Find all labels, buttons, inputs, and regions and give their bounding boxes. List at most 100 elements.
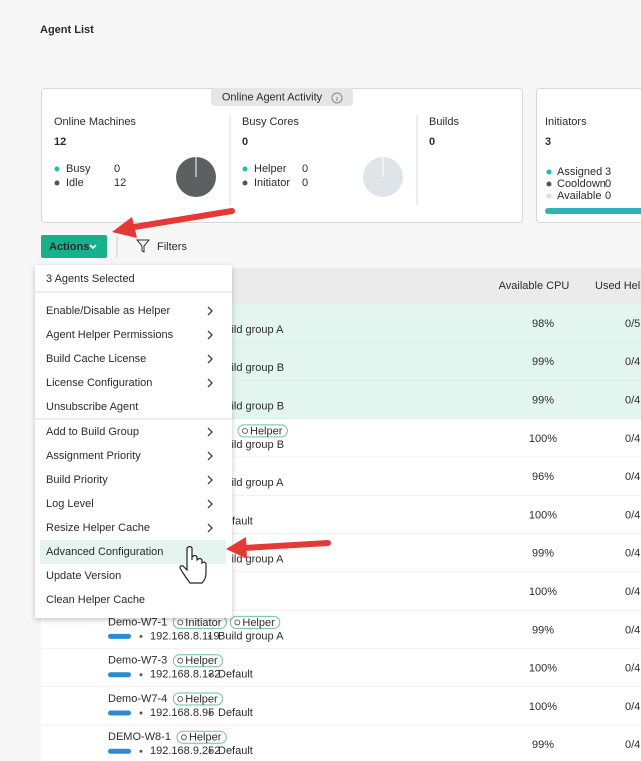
- menu-item[interactable]: Clean Helper Cache: [46, 594, 145, 606]
- used-helpers: 0/4: [625, 471, 640, 483]
- legend-value: 0: [114, 163, 120, 175]
- agent-name[interactable]: Demo-W7-1: [108, 616, 167, 628]
- legend-dot: [242, 180, 248, 186]
- status-pill: [108, 710, 131, 716]
- red-arrow-head: [226, 537, 247, 559]
- badge-outline: [172, 692, 224, 706]
- menu-item[interactable]: Assignment Priority: [46, 450, 141, 462]
- progress-bar: [545, 208, 641, 214]
- menu-item[interactable]: License Configuration: [46, 377, 152, 389]
- menu-item[interactable]: Build Cache License: [46, 353, 146, 365]
- annotations: [112, 208, 331, 584]
- table-row[interactable]: [41, 687, 641, 726]
- menu-item[interactable]: Unsubscribe Agent: [46, 401, 138, 413]
- badge-label: Helper: [185, 655, 218, 667]
- table-row[interactable]: [41, 725, 641, 761]
- used-helpers: 0/4: [625, 509, 640, 521]
- legend-label: Cooldown: [557, 178, 606, 190]
- used-helpers: 0/4: [625, 433, 640, 445]
- role-badge: Initiator: [172, 615, 227, 629]
- table-row[interactable]: [41, 648, 641, 687]
- build-group: Default: [218, 745, 253, 757]
- badge-label: Helper: [185, 693, 218, 705]
- initiators-card: [536, 88, 641, 223]
- section-title: Online Machines: [54, 116, 136, 128]
- menu-item[interactable]: Enable/Disable as Helper: [46, 305, 170, 317]
- submenu-chevron: [207, 475, 213, 485]
- cpu-value: 100%: [529, 663, 557, 675]
- activity-label: Online Agent Activity: [222, 91, 323, 103]
- role-badge: Helper: [172, 654, 224, 668]
- section-total: 0: [242, 136, 248, 148]
- build-group: Build group B: [218, 401, 284, 413]
- role-badge: Helper: [176, 730, 227, 744]
- section-total: 12: [54, 136, 66, 148]
- menu-item[interactable]: Build Priority: [46, 474, 108, 486]
- status-pill: [108, 633, 131, 639]
- menu-item[interactable]: Add to Build Group: [46, 426, 139, 438]
- column-header: Used Helpers: [595, 280, 641, 292]
- separator-dot: [139, 711, 143, 715]
- menu-item[interactable]: Advanced Configuration: [46, 546, 163, 558]
- agent-ip: 192.168.8.132: [150, 669, 220, 681]
- legend-label: Initiator: [254, 177, 290, 189]
- used-helpers: 0/4: [625, 395, 640, 407]
- cpu-value: 100%: [529, 701, 557, 713]
- legend-label: Helper: [254, 163, 287, 175]
- role-badge: Helper: [172, 692, 224, 706]
- menu-item[interactable]: Resize Helper Cache: [46, 522, 150, 534]
- column-header: Available CPU: [499, 280, 570, 292]
- agent-name[interactable]: DEMO-W8-1: [108, 731, 171, 743]
- cpu-value: 100%: [529, 586, 557, 598]
- legend-value: 0: [605, 190, 611, 202]
- badge-outline: [172, 654, 224, 668]
- legend-label: Assigned: [557, 166, 602, 178]
- menu-header: 3 Agents Selected: [46, 273, 135, 285]
- used-helpers: 0/4: [625, 356, 640, 368]
- status-pill: [108, 672, 131, 678]
- menu-item: Update Version: [46, 570, 121, 582]
- build-group: Build group B: [218, 439, 284, 451]
- initiators-title: Initiators: [545, 116, 587, 128]
- submenu-chevron: [207, 354, 213, 364]
- used-helpers: 0/4: [625, 586, 640, 598]
- menu-item[interactable]: Agent Helper Permissions: [46, 329, 174, 341]
- build-group: Build group A: [218, 630, 284, 642]
- used-helpers: 0/4: [625, 701, 640, 713]
- badge-icon: [242, 427, 248, 434]
- filters-label[interactable]: Filters: [157, 241, 187, 253]
- badge-outline: [229, 615, 281, 629]
- legend-dot: [546, 181, 552, 187]
- actions-label[interactable]: Actions: [49, 241, 89, 253]
- actions-button[interactable]: [41, 235, 107, 258]
- legend-label: Idle: [66, 177, 84, 189]
- badge-icon: [181, 734, 187, 741]
- build-group: Build group A: [218, 554, 284, 566]
- page-title: Agent List: [40, 24, 94, 36]
- cpu-value: 100%: [529, 433, 557, 445]
- build-group: Build group A: [218, 477, 284, 489]
- role-badge: Helper: [229, 615, 281, 629]
- used-helpers: 0/5: [625, 318, 640, 330]
- submenu-chevron: [207, 499, 213, 509]
- used-helpers: 0/4: [625, 663, 640, 675]
- cpu-value: 98%: [532, 318, 554, 330]
- info-icon: [331, 92, 343, 104]
- build-group: Default: [218, 707, 253, 719]
- badge-label: Initiator: [185, 617, 221, 629]
- build-group: Build group B: [218, 362, 284, 374]
- hand-cursor: [179, 545, 207, 584]
- used-helpers: 0/4: [625, 548, 640, 560]
- agent-name[interactable]: Demo-W7-3: [108, 655, 167, 667]
- separator-dot: [139, 673, 143, 677]
- actions-menu: 3 Agents Selected Enable/Disable as Helpe…: [35, 265, 232, 618]
- badge-label: Helper: [189, 732, 222, 744]
- badge-icon: [177, 619, 184, 626]
- legend-value: 12: [114, 177, 126, 189]
- menu-item[interactable]: Log Level: [46, 498, 94, 510]
- cpu-value: 99%: [532, 624, 554, 636]
- agent-name[interactable]: Demo-W7-4: [108, 693, 167, 705]
- submenu-chevron: [207, 523, 213, 533]
